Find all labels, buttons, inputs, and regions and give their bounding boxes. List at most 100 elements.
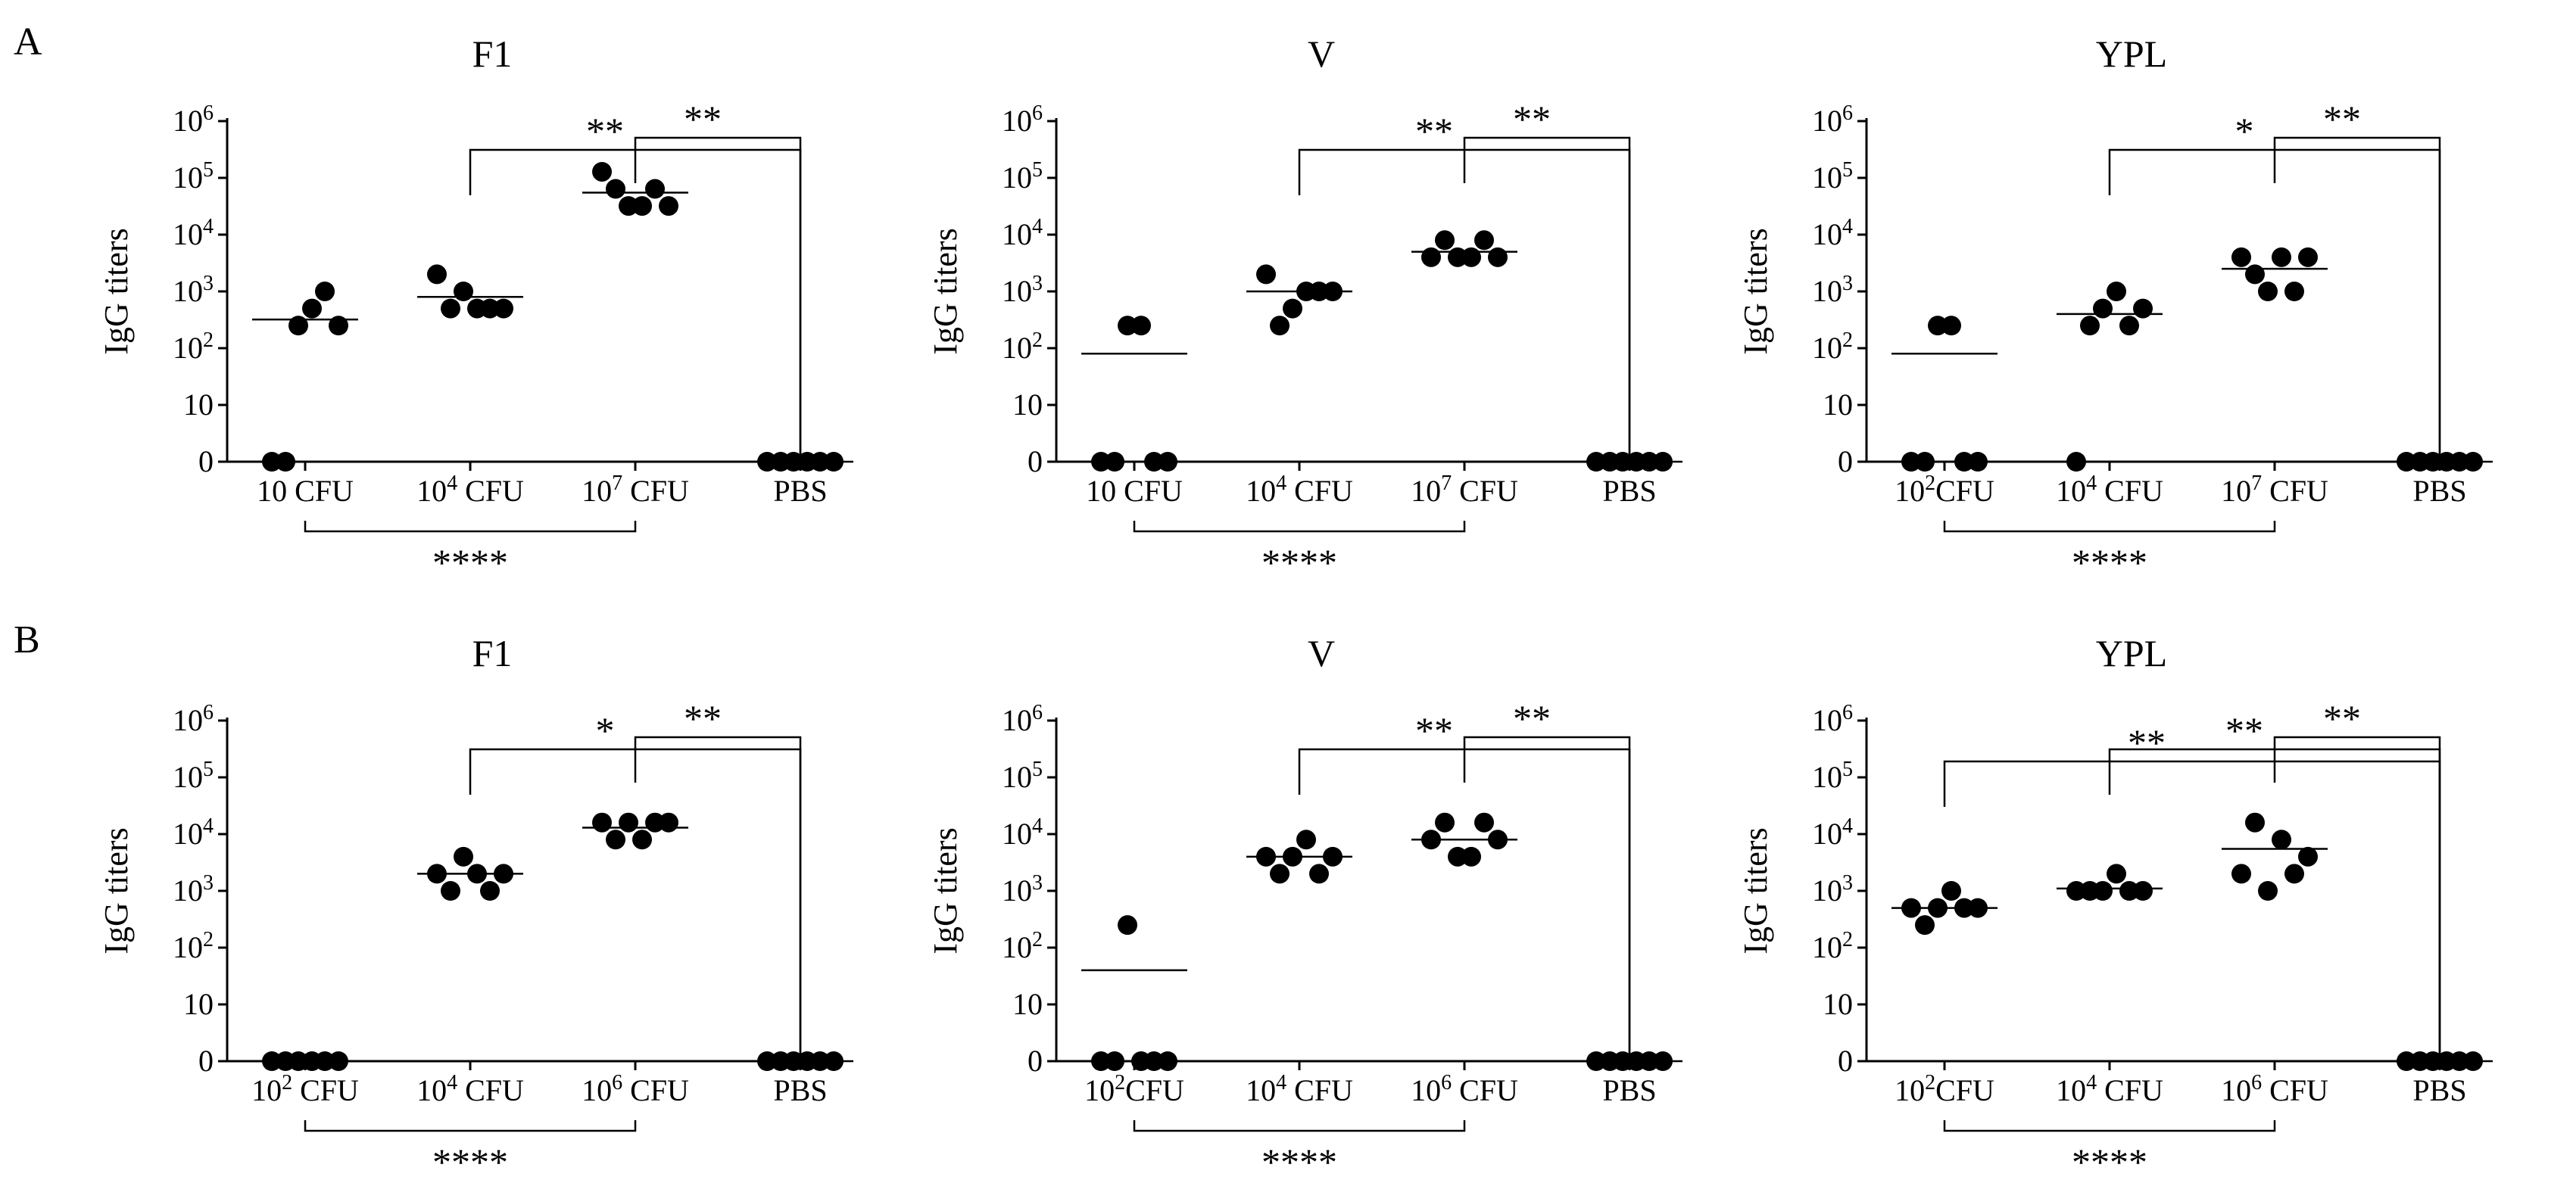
- data-point: [2231, 247, 2251, 267]
- significance-label: ****: [1261, 1141, 1337, 1180]
- data-point: [2133, 881, 2153, 901]
- data-point: [2066, 452, 2086, 472]
- y-axis-label: IgG titers: [1737, 827, 1774, 954]
- data-point: [454, 282, 473, 301]
- significance-label: **: [2128, 721, 2166, 764]
- x-tick-label: PBS: [773, 1073, 827, 1107]
- data-point: [2298, 247, 2318, 267]
- chart-b-v: V IgG titers 0 10 102 103 104 105 106 102CFU 104 C…: [927, 632, 1683, 1180]
- data-point: [2080, 316, 2100, 336]
- data-point: [632, 830, 652, 850]
- data-point: [480, 881, 500, 901]
- y-tick-label: 102: [1002, 928, 1043, 965]
- data-point: [2119, 881, 2139, 901]
- x-tick-label: 104 CFU: [2056, 472, 2163, 509]
- data-point: [262, 1051, 282, 1071]
- y-tick-label: 106: [173, 101, 214, 139]
- x-tick-label: PBS: [773, 474, 827, 508]
- y-tick-label: 102: [1002, 328, 1043, 366]
- significance-bracket: [1463, 136, 1631, 456]
- data-point: [1928, 316, 1948, 336]
- data-point: [329, 1051, 348, 1071]
- significance-label: ****: [2072, 541, 2147, 584]
- y-tick-label: 102: [1812, 928, 1853, 965]
- y-tick-label: 103: [1002, 272, 1043, 309]
- y-tick-label: 104: [173, 814, 214, 852]
- x-tick-label: PBS: [1602, 1073, 1656, 1107]
- data-point: [441, 298, 460, 319]
- x-tick-label: 107 CFU: [2221, 472, 2328, 509]
- data-point: [1901, 452, 1921, 472]
- y-tick-label: 10: [1012, 987, 1043, 1021]
- data-point: [494, 298, 513, 319]
- x-tick-label: 102CFU: [1895, 1071, 1994, 1108]
- data-point: [1270, 316, 1290, 336]
- y-tick-label: 10: [183, 388, 214, 422]
- data-point: [1901, 898, 1921, 918]
- data-point: [329, 316, 348, 336]
- y-tick-label: 106: [1812, 101, 1853, 139]
- data-point: [2093, 881, 2113, 901]
- chart-a-f1: F1 IgG titers 0 10 102 103 104 105 106 10 CFU 104 …: [98, 33, 853, 584]
- data-point: [2397, 1051, 2416, 1071]
- data-point: [1928, 898, 1948, 918]
- chart-a-v: V IgG titers 0 10 102 103 104 105 106 10 CFU 104 C…: [927, 33, 1683, 584]
- data-point: [2258, 881, 2278, 901]
- chart-title: V: [1308, 632, 1335, 674]
- significance-bracket: [634, 736, 802, 1055]
- y-tick-label: 105: [173, 158, 214, 195]
- significance-bracket-bottom: [1943, 1120, 2276, 1132]
- data-point: [467, 864, 487, 884]
- y-tick-label: 104: [1002, 215, 1043, 252]
- y-tick-label: 103: [1812, 272, 1853, 309]
- y-tick-label: 10: [1823, 987, 1853, 1021]
- data-point: [1586, 452, 1606, 472]
- y-tick-label: 0: [1838, 444, 1853, 478]
- data-point: [1158, 1051, 1177, 1071]
- data-point: [262, 452, 282, 472]
- significance-bracket: [2108, 148, 2441, 456]
- data-point: [1270, 864, 1290, 884]
- data-point: [757, 1051, 777, 1071]
- data-point: [1105, 452, 1124, 472]
- data-point: [1158, 452, 1177, 472]
- data-point: [1118, 915, 1137, 936]
- data-point: [1296, 830, 1316, 850]
- significance-label: ****: [432, 541, 508, 584]
- significance-bracket: [2273, 736, 2441, 1055]
- significance-label: **: [1513, 697, 1551, 739]
- data-point: [2298, 846, 2318, 867]
- data-point: [1613, 452, 1633, 472]
- y-tick-label: 104: [1002, 814, 1043, 852]
- chart-b-ypl: YPL IgG titers 0 10 102 103 104 105 106 102CFU 104…: [1737, 632, 2493, 1180]
- data-point: [1915, 452, 1935, 472]
- data-point: [810, 1051, 830, 1071]
- data-point: [2245, 812, 2265, 833]
- x-tick-label: 104 CFU: [416, 1071, 524, 1108]
- data-point: [315, 1051, 335, 1071]
- significance-bracket: [1298, 148, 1631, 456]
- chart-title: YPL: [2096, 632, 2167, 674]
- data-point: [427, 864, 447, 884]
- chart-a-ypl: YPL IgG titers 0 10 102 103 104 105 106 102CFU 104…: [1737, 33, 2493, 584]
- significance-label: ****: [432, 1141, 508, 1180]
- y-tick-label: 0: [198, 444, 214, 478]
- y-tick-label: 0: [1838, 1044, 1853, 1078]
- x-tick-label: 106 CFU: [2221, 1071, 2328, 1108]
- y-tick-label: 10: [1012, 388, 1043, 422]
- data-point: [1941, 316, 1961, 336]
- data-point: [1448, 846, 1467, 867]
- y-axis-label: IgG titers: [927, 228, 964, 354]
- data-point: [1968, 452, 1988, 472]
- y-tick-label: 0: [1028, 444, 1043, 478]
- significance-bracket: [1943, 760, 2441, 1055]
- data-point: [645, 812, 665, 833]
- significance-bracket: [1463, 736, 1631, 1055]
- data-point: [2272, 830, 2291, 850]
- data-point: [427, 264, 447, 285]
- chart-b-f1: F1 IgG titers 0 10 102 103 104 105 106 102 CFU 104…: [98, 632, 853, 1180]
- data-point: [1144, 1051, 1164, 1071]
- data-point: [2245, 264, 2265, 285]
- significance-label: **: [1513, 98, 1551, 140]
- significance-label: *: [596, 709, 615, 752]
